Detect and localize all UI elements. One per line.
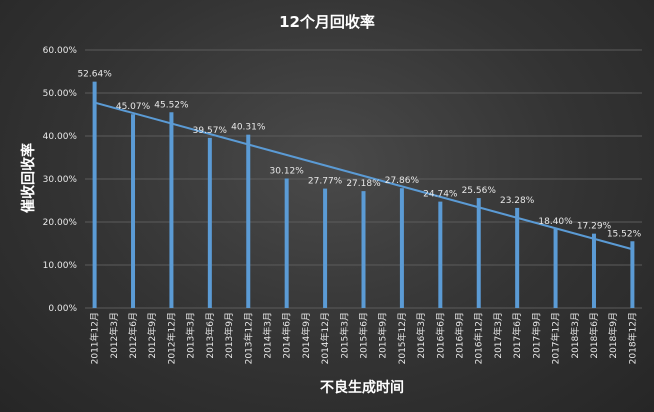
x-tick-label: 2014年6月 xyxy=(281,312,293,359)
bar xyxy=(438,201,443,308)
x-axis-ticks: 2011年12月 2012年3月 2012年6月 2012年9月 2012年12月 201… xyxy=(89,312,639,364)
bar xyxy=(515,207,520,308)
x-tick-label: 2015年12月 xyxy=(396,312,408,364)
bars xyxy=(92,81,635,308)
x-tick-label: 2013年3月 xyxy=(185,312,197,359)
x-tick-label: 2016年6月 xyxy=(434,312,446,359)
x-tick-label: 2018年6月 xyxy=(588,312,600,359)
x-tick-label: 2015年6月 xyxy=(358,312,370,359)
y-axis-title: 催收回收率 xyxy=(20,143,37,213)
x-tick-label: 2017年3月 xyxy=(492,312,504,359)
data-label: 17.29% xyxy=(577,222,612,232)
x-tick-label: 2016年3月 xyxy=(415,312,427,359)
y-tick-label: 10.00% xyxy=(43,261,78,271)
y-tick-label: 0.00% xyxy=(48,304,77,314)
x-tick-label: 2018年12月 xyxy=(626,312,638,364)
bar xyxy=(284,178,289,308)
bar xyxy=(399,188,404,308)
x-tick-label: 2011年12月 xyxy=(89,312,101,364)
x-tick-label: 2013年12月 xyxy=(242,312,254,364)
y-tick-label: 40.00% xyxy=(43,132,78,142)
data-label: 23.28% xyxy=(500,196,535,206)
x-tick-label: 2015年9月 xyxy=(377,312,389,359)
x-tick-label: 2016年9月 xyxy=(454,312,466,359)
x-tick-label: 2017年6月 xyxy=(511,312,523,359)
y-tick-label: 60.00% xyxy=(43,46,78,56)
x-tick-label: 2016年12月 xyxy=(473,312,485,364)
x-tick-label: 2017年12月 xyxy=(550,312,562,364)
y-tick-label: 50.00% xyxy=(43,89,78,99)
bar xyxy=(169,112,174,308)
bar xyxy=(92,81,97,308)
data-label: 25.56% xyxy=(462,186,497,196)
x-tick-label: 2014年12月 xyxy=(319,312,331,364)
data-label: 52.64% xyxy=(77,70,112,80)
x-tick-label: 2013年9月 xyxy=(223,312,235,359)
x-tick-label: 2018年9月 xyxy=(607,312,619,359)
data-label: 27.18% xyxy=(346,179,381,189)
data-labels: 52.64% 45.07% 45.52% 39.57% 40.31% 30.12%27.7… xyxy=(77,70,641,240)
data-label: 45.07% xyxy=(116,102,151,112)
data-label: 39.57% xyxy=(193,126,228,136)
trendline xyxy=(94,101,633,251)
data-label: 18.40% xyxy=(538,217,573,227)
y-tick-label: 20.00% xyxy=(43,218,78,228)
data-label: 24.74% xyxy=(423,190,458,200)
trendline-group xyxy=(94,101,633,251)
data-label: 15.52% xyxy=(607,229,642,239)
x-tick-label: 2014年9月 xyxy=(300,312,312,359)
bar xyxy=(630,241,635,308)
data-label: 40.31% xyxy=(231,123,266,133)
x-tick-label: 2013年6月 xyxy=(204,312,216,359)
y-axis-ticks: 0.00% 10.00% 20.00% 30.00% 40.00% 50.00% 60.00… xyxy=(43,46,78,314)
x-tick-label: 2012年3月 xyxy=(108,312,120,359)
data-label: 30.12% xyxy=(270,166,305,176)
chart-title: 12个月回收率 xyxy=(279,13,375,31)
bar xyxy=(323,188,328,308)
bar xyxy=(476,198,481,308)
data-label: 27.86% xyxy=(385,176,420,186)
y-tick-label: 30.00% xyxy=(43,175,78,185)
bar xyxy=(591,233,596,308)
bar xyxy=(131,114,136,308)
bar xyxy=(207,137,212,308)
x-tick-label: 2012年9月 xyxy=(146,312,158,359)
data-label: 27.77% xyxy=(308,177,343,187)
x-tick-label: 2012年6月 xyxy=(127,312,139,359)
x-tick-label: 2018年3月 xyxy=(569,312,581,359)
bar xyxy=(553,228,558,308)
bar xyxy=(361,191,366,308)
data-label: 45.52% xyxy=(154,100,189,110)
x-tick-label: 2014年3月 xyxy=(261,312,273,359)
x-axis-title: 不良生成时间 xyxy=(320,379,404,396)
x-tick-label: 2015年3月 xyxy=(338,312,350,359)
x-tick-label: 2017年9月 xyxy=(530,312,542,359)
bar xyxy=(246,134,251,308)
x-tick-label: 2012年12月 xyxy=(165,312,177,364)
